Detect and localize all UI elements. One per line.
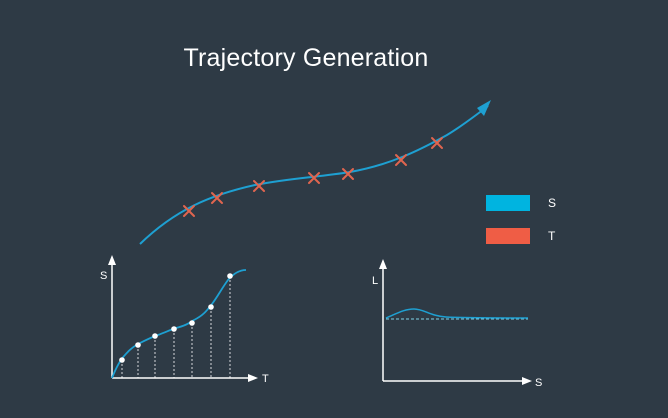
waypoint-marker bbox=[253, 180, 265, 192]
legend-swatch-s bbox=[486, 195, 530, 211]
waypoint-marker bbox=[183, 205, 195, 217]
waypoint-marker bbox=[308, 172, 320, 184]
s-t-plot: S T bbox=[100, 255, 269, 385]
waypoint-marker bbox=[342, 168, 354, 180]
diagram-title: Trajectory Generation bbox=[183, 44, 429, 72]
legend: S T bbox=[486, 195, 606, 255]
s-t-curve bbox=[111, 269, 247, 379]
legend-label-s: S bbox=[548, 196, 557, 210]
s-t-x-axis-label: T bbox=[262, 373, 269, 385]
l-s-plot: L S bbox=[372, 259, 542, 389]
trajectory-path bbox=[139, 105, 489, 245]
s-t-y-axis-label: S bbox=[100, 270, 107, 282]
s-t-y-axis-arrow bbox=[108, 255, 116, 265]
waypoint-marker bbox=[431, 137, 443, 149]
legend-swatch-t bbox=[486, 228, 530, 244]
l-s-y-axis-label: L bbox=[372, 275, 378, 287]
trajectory-arrowhead bbox=[477, 100, 491, 116]
l-s-curve bbox=[385, 308, 529, 319]
legend-item-t: T bbox=[486, 228, 606, 244]
s-t-sample-points bbox=[119, 273, 233, 363]
waypoint-markers bbox=[183, 137, 443, 217]
legend-label-t: T bbox=[548, 229, 556, 243]
l-s-y-axis-arrow bbox=[379, 259, 387, 269]
legend-item-s: S bbox=[486, 195, 606, 211]
s-t-x-axis-arrow bbox=[248, 374, 258, 382]
l-s-x-axis-label: S bbox=[535, 377, 542, 389]
waypoint-marker bbox=[395, 154, 407, 166]
s-t-sample-guides bbox=[121, 276, 231, 378]
waypoint-marker bbox=[211, 192, 223, 204]
l-s-x-axis-arrow bbox=[522, 377, 532, 385]
